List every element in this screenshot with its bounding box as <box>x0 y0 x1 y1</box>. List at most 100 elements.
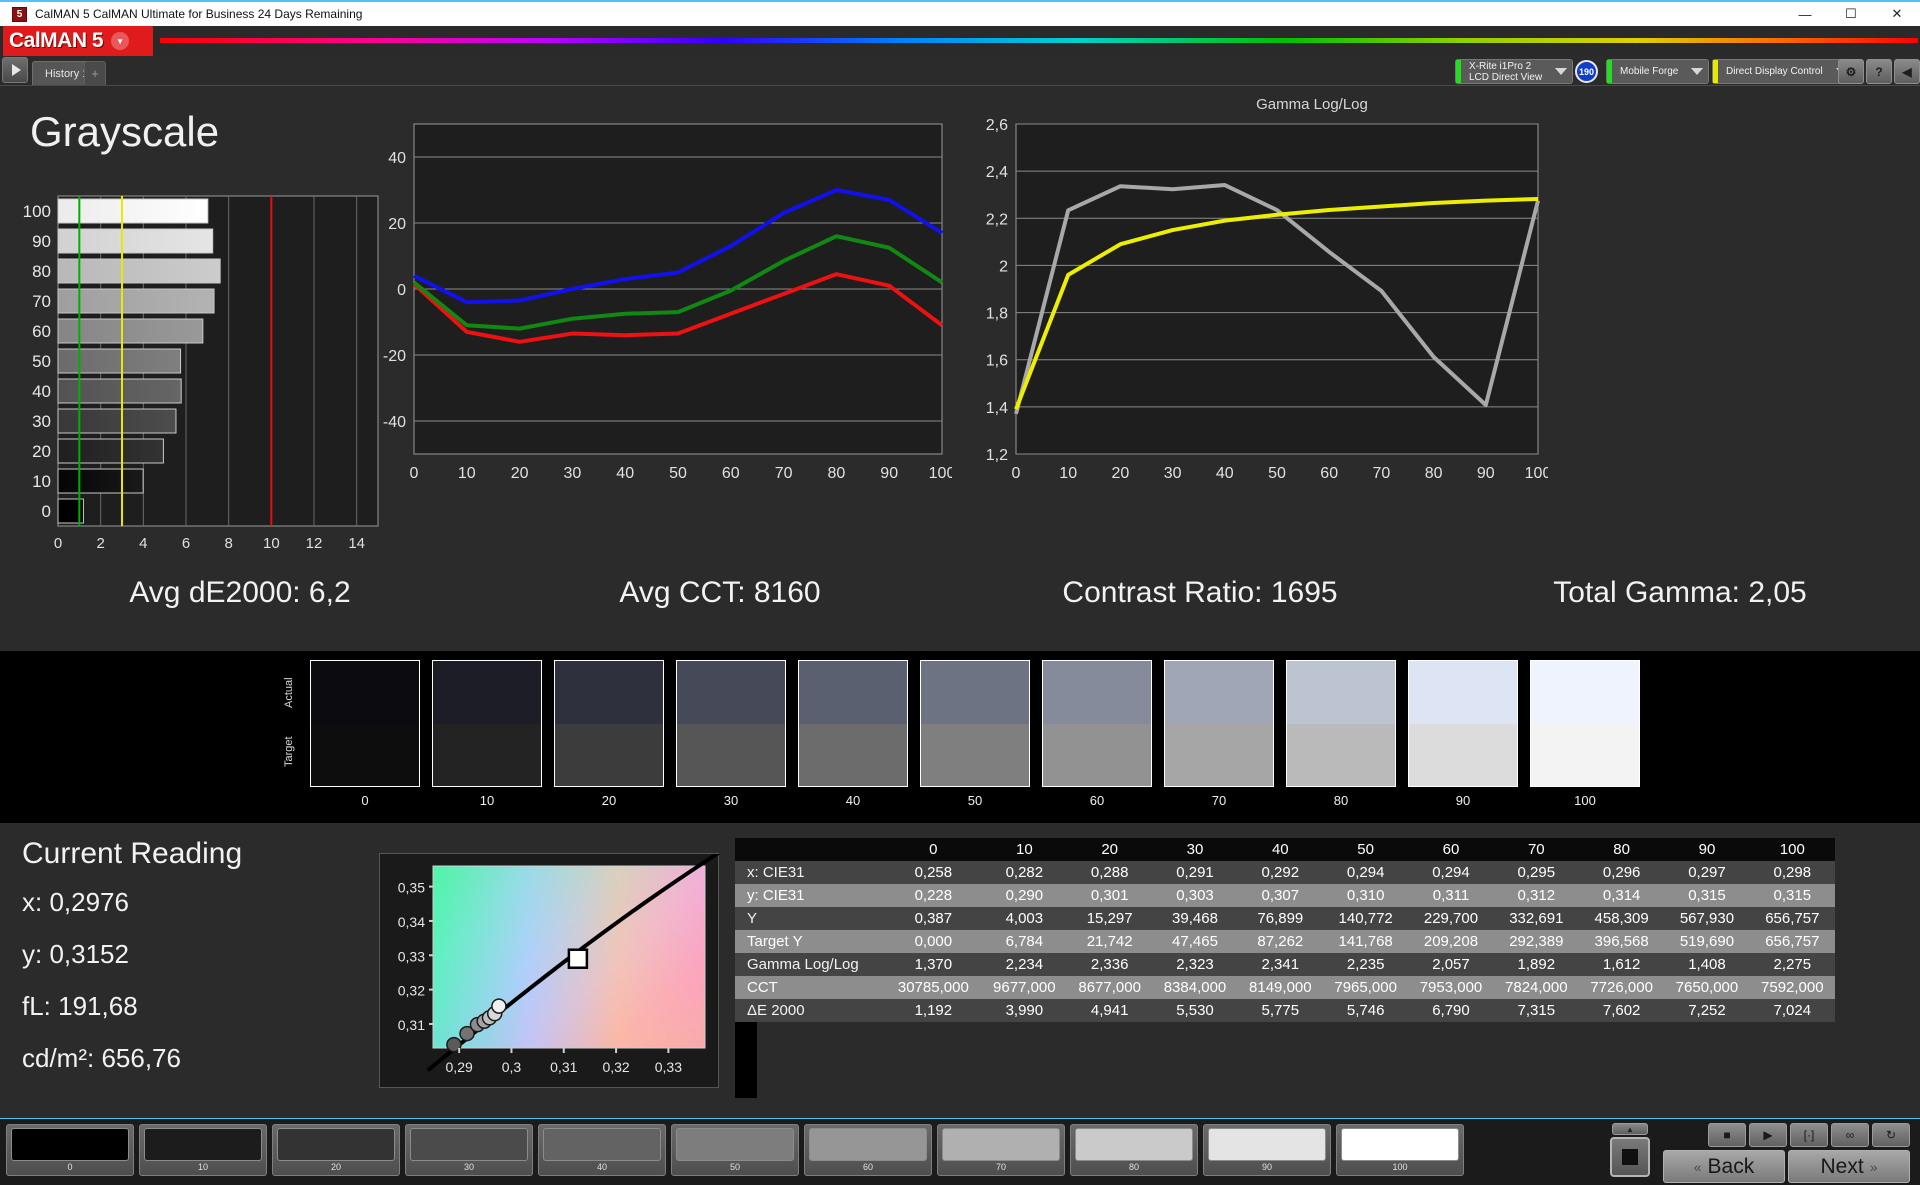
svg-text:90: 90 <box>880 465 898 482</box>
svg-text:10: 10 <box>263 535 280 552</box>
patch-target <box>1043 723 1151 786</box>
level-swatch[interactable]: 80 <box>1070 1124 1198 1176</box>
patch-column: 30 <box>676 660 786 808</box>
level-swatch[interactable]: 40 <box>538 1124 666 1176</box>
next-button[interactable]: Next » <box>1788 1150 1910 1183</box>
level-swatch[interactable]: 100 <box>1336 1124 1464 1176</box>
level-swatch[interactable]: 20 <box>272 1124 400 1176</box>
svg-text:14: 14 <box>348 535 365 552</box>
device-toolbar: History 1 + X-Rite i1Pro 2 LCD Direct Vi… <box>0 56 1920 86</box>
minimize-button[interactable]: — <box>1798 6 1812 22</box>
svg-text:0,3: 0,3 <box>502 1059 522 1075</box>
table-cell: 3,990 <box>1005 1002 1044 1019</box>
help-icon[interactable]: ? <box>1866 59 1892 84</box>
refresh-icon[interactable]: ↻ <box>1872 1123 1910 1147</box>
level-swatch[interactable]: 50 <box>671 1124 799 1176</box>
table-cell: 7,315 <box>1517 1002 1556 1019</box>
svg-text:100: 100 <box>929 465 952 482</box>
level-swatch-color <box>144 1128 262 1161</box>
source-selector[interactable]: Mobile Forge <box>1606 59 1710 84</box>
cie-chromaticity-chart: 0,35 0,34 0,33 0,32 0,31 0,29 0,3 0,31 0,32 0,33 <box>379 853 720 1088</box>
table-cell: 0,314 <box>1602 887 1641 904</box>
patch-column: 90 <box>1408 660 1518 808</box>
table-column-header: 70 <box>1527 841 1545 858</box>
measure-icon[interactable]: [·] <box>1790 1123 1828 1147</box>
patch-column: 50 <box>920 660 1030 808</box>
patch-comparison-strip: Actual Target 0 10 20 30 40 50 60 70 80 90 100 <box>0 651 1920 823</box>
back-label: Back <box>1707 1154 1755 1178</box>
calman-logo[interactable]: CalMAN 5 ▼ <box>3 26 153 56</box>
svg-text:1,4: 1,4 <box>986 400 1008 417</box>
table-cell: 229,700 <box>1423 910 1479 927</box>
table-row: Target Y 0,000 6,784 21,742 47,465 87,262 141,… <box>735 930 1835 953</box>
chart-rgb-balance-svg: 40 20 0 -20 -40 0 10 20 30 40 50 60 70 80 90 100 <box>383 123 952 482</box>
table-cell: 0,291 <box>1176 864 1214 881</box>
back-button[interactable]: « Back <box>1663 1150 1785 1183</box>
chevron-down-icon[interactable]: ▼ <box>111 32 130 50</box>
table-cell: 1,892 <box>1517 956 1556 973</box>
svg-text:30: 30 <box>564 465 582 482</box>
table-cell: 0,288 <box>1090 864 1129 881</box>
table-cell: 0,301 <box>1090 887 1129 904</box>
patch-actual <box>1409 661 1517 724</box>
stop-measurement-button[interactable] <box>1610 1137 1650 1177</box>
table-cell: 2,275 <box>1773 956 1812 973</box>
table-cell: 2,234 <box>1005 956 1044 973</box>
patch-actual <box>555 661 663 724</box>
meter-selector[interactable]: X-Rite i1Pro 2 LCD Direct View <box>1455 59 1574 84</box>
svg-text:1,8: 1,8 <box>986 306 1008 323</box>
svg-text:6: 6 <box>182 535 190 552</box>
table-cell: 87,262 <box>1257 933 1304 950</box>
level-swatch[interactable]: 30 <box>405 1124 533 1176</box>
level-swatch[interactable]: 70 <box>937 1124 1065 1176</box>
patch-actual <box>921 661 1029 724</box>
svg-text:80: 80 <box>1425 465 1443 482</box>
brand-bar: CalMAN 5 ▼ <box>0 26 1920 56</box>
spectrum-bar <box>160 38 1918 43</box>
level-swatch-color <box>543 1128 661 1161</box>
table-column-header: 10 <box>1015 841 1033 858</box>
play-icon[interactable] <box>2 57 28 83</box>
display-control-selector[interactable]: Direct Display Control <box>1712 59 1854 84</box>
chevron-right-icon: » <box>1869 1158 1878 1175</box>
svg-text:0,35: 0,35 <box>398 880 425 896</box>
source-name: Mobile Forge <box>1620 66 1679 77</box>
svg-text:0: 0 <box>42 502 51 521</box>
maximize-button[interactable]: ☐ <box>1845 6 1857 21</box>
gear-icon[interactable]: ⚙ <box>1838 59 1864 84</box>
table-cell: 1,370 <box>914 956 953 973</box>
stop-icon[interactable]: ■ <box>1708 1123 1746 1147</box>
patch-column: 10 <box>432 660 542 808</box>
play-icon[interactable]: ▶ <box>1749 1123 1787 1147</box>
table-cell: 1,612 <box>1602 956 1641 973</box>
bottom-bar: 0 10 20 30 40 50 60 70 80 90 100 ▲ ■ ▶ [·] ∞ ↻ « B… <box>0 1118 1920 1185</box>
table-cell: 0,294 <box>1432 864 1470 881</box>
patch-target <box>799 723 907 786</box>
table-cell: 2,323 <box>1176 956 1214 973</box>
continuous-icon[interactable]: ∞ <box>1831 1123 1869 1147</box>
window-title: CalMAN 5 CalMAN Ultimate for Business 24… <box>35 7 363 21</box>
patch-actual <box>1165 661 1273 724</box>
add-tab-button[interactable]: + <box>84 61 106 85</box>
level-swatch[interactable]: 90 <box>1203 1124 1331 1176</box>
level-swatch-label: 90 <box>1261 1162 1272 1172</box>
level-swatch[interactable]: 0 <box>6 1124 134 1176</box>
table-cell: 8677,000 <box>1078 979 1141 996</box>
level-swatch[interactable]: 10 <box>139 1124 267 1176</box>
table-cell: 5,530 <box>1176 1002 1214 1019</box>
meter-badge[interactable]: 190 <box>1575 60 1598 83</box>
chevron-down-icon[interactable] <box>1550 60 1572 83</box>
patch-box <box>432 660 542 787</box>
svg-text:90: 90 <box>1477 465 1495 482</box>
up-icon[interactable]: ▲ <box>1612 1123 1648 1135</box>
svg-text:10: 10 <box>458 465 476 482</box>
level-swatch[interactable]: 60 <box>804 1124 932 1176</box>
table-column-header: 100 <box>1779 841 1805 858</box>
collapse-icon[interactable]: ◀ <box>1894 59 1920 84</box>
close-button[interactable]: ✕ <box>1891 6 1903 21</box>
chevron-down-icon[interactable] <box>1686 60 1708 83</box>
level-swatch-color <box>1208 1128 1326 1161</box>
table-cell: 5,746 <box>1346 1002 1385 1019</box>
table-cell: 15,297 <box>1086 910 1133 927</box>
control-status-indicator <box>1713 60 1718 83</box>
